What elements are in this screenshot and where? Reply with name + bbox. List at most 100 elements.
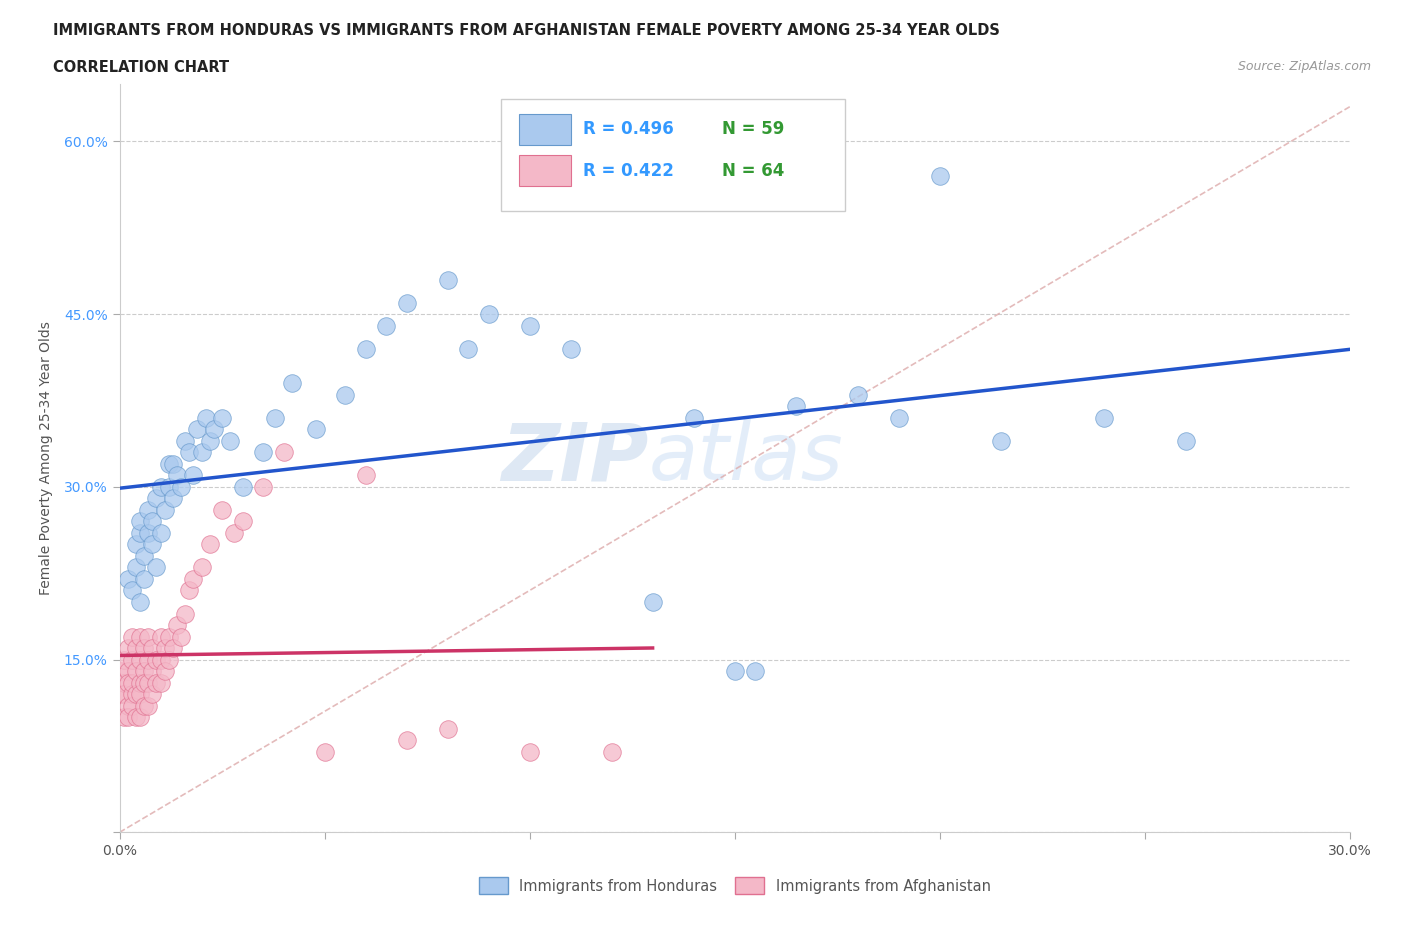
Point [132,549,156,564]
Point [202,422,225,437]
Point [125,710,148,724]
Point [162,491,184,506]
Point [136,652,159,667]
Point [682,410,704,425]
Point [153,502,176,517]
Point [198,537,221,551]
Point [170,479,193,494]
Point [129,629,152,644]
Point [121,629,143,644]
Point [724,664,747,679]
Point [141,537,163,551]
Point [121,652,143,667]
FancyBboxPatch shape [519,113,571,145]
Point [305,422,328,437]
Point [157,652,180,667]
Point [149,479,172,494]
Point [129,710,152,724]
Point [117,698,139,713]
Point [153,641,176,656]
Point [1174,433,1197,448]
Point [641,594,664,609]
Point [174,433,197,448]
Point [157,629,180,644]
Point [1092,410,1115,425]
Point [395,295,418,310]
Point [186,422,208,437]
Point [198,433,221,448]
Text: ZIP: ZIP [501,419,648,497]
Point [136,629,159,644]
Point [129,514,152,529]
Point [129,594,152,609]
Point [174,606,197,621]
Point [149,525,172,540]
Point [231,514,254,529]
Legend: Immigrants from Honduras, Immigrants from Afghanistan: Immigrants from Honduras, Immigrants fro… [472,871,997,900]
Point [166,618,188,632]
Point [121,698,143,713]
Point [132,698,156,713]
Point [121,686,143,701]
Point [519,744,541,759]
Point [560,341,582,356]
Point [519,318,541,333]
Point [125,537,148,551]
Y-axis label: Female Poverty Among 25-34 Year Olds: Female Poverty Among 25-34 Year Olds [39,321,52,595]
Point [190,445,212,459]
Point [224,525,246,540]
Point [333,387,356,402]
Point [117,675,139,690]
Point [273,445,295,459]
Point [112,675,135,690]
Point [121,583,143,598]
Point [117,641,139,656]
Point [990,433,1012,448]
Point [149,629,172,644]
Point [744,664,766,679]
Point [219,433,242,448]
Point [314,744,336,759]
Point [129,652,152,667]
Point [132,664,156,679]
Point [141,686,163,701]
Point [145,652,167,667]
Point [149,675,172,690]
Text: atlas: atlas [648,419,844,497]
Point [141,664,163,679]
Point [112,652,135,667]
Text: N = 64: N = 64 [723,162,785,179]
Point [190,560,212,575]
Point [132,675,156,690]
Point [141,641,163,656]
Point [375,318,398,333]
FancyBboxPatch shape [519,154,571,186]
Point [117,710,139,724]
Point [145,560,167,575]
Point [125,664,148,679]
Point [179,583,201,598]
Point [125,560,148,575]
Point [129,675,152,690]
Point [162,641,184,656]
Text: R = 0.496: R = 0.496 [583,120,673,139]
Point [354,341,377,356]
Point [125,686,148,701]
Point [145,675,167,690]
Point [846,387,869,402]
Point [145,491,167,506]
Point [117,572,139,587]
Text: R = 0.422: R = 0.422 [583,162,675,179]
Point [785,399,807,414]
Point [457,341,479,356]
Point [211,502,233,517]
Point [157,479,180,494]
Point [436,272,458,287]
Point [121,675,143,690]
Text: IMMIGRANTS FROM HONDURAS VS IMMIGRANTS FROM AFGHANISTAN FEMALE POVERTY AMONG 25-: IMMIGRANTS FROM HONDURAS VS IMMIGRANTS F… [53,23,1000,38]
Point [136,502,159,517]
Point [136,675,159,690]
Point [436,722,458,737]
Point [157,457,180,472]
Point [183,468,205,483]
